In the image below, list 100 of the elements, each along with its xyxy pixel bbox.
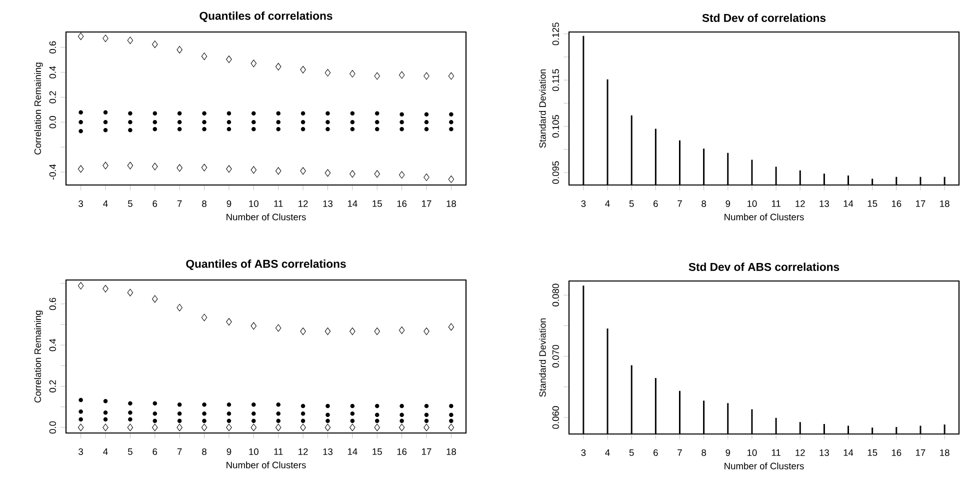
y-tick-label: 0.125 xyxy=(552,22,559,46)
point xyxy=(252,111,256,116)
x-tick-label: 17 xyxy=(422,200,432,207)
point xyxy=(326,412,330,418)
point xyxy=(350,170,356,178)
y-tick-label: 0.6 xyxy=(49,41,56,54)
point xyxy=(226,412,232,416)
chart-title: Quantiles of ABS correlations xyxy=(186,260,346,270)
point xyxy=(177,111,182,116)
x-tick-label: 11 xyxy=(772,449,780,456)
point xyxy=(374,170,380,178)
point xyxy=(152,295,158,303)
point xyxy=(398,326,405,334)
y-tick-label: 0.080 xyxy=(552,284,559,306)
point xyxy=(424,127,429,132)
x-tick-label: 15 xyxy=(868,449,878,456)
point xyxy=(448,176,454,183)
point xyxy=(276,402,280,407)
point xyxy=(252,402,256,407)
point xyxy=(275,167,282,175)
point xyxy=(78,128,83,134)
point xyxy=(324,424,331,432)
point xyxy=(202,120,206,124)
x-tick-label: 7 xyxy=(678,449,682,456)
x-tick-label: 6 xyxy=(654,200,658,207)
chart-title: Std Dev of correlations xyxy=(702,14,826,22)
point xyxy=(103,417,108,422)
point xyxy=(78,32,84,40)
x-axis-title: Number of Clusters xyxy=(226,461,306,468)
point xyxy=(78,110,83,115)
point xyxy=(350,412,355,416)
point xyxy=(252,412,256,416)
x-tick-label: 12 xyxy=(298,448,308,455)
x-axis-title: Number of Clusters xyxy=(226,213,306,220)
point xyxy=(78,417,83,422)
point xyxy=(449,404,454,408)
y-tick-label: 0.095 xyxy=(552,161,559,184)
x-tick-label: 10 xyxy=(747,200,757,207)
point xyxy=(400,412,404,418)
x-tick-label: 17 xyxy=(422,448,432,455)
point xyxy=(400,120,404,124)
point xyxy=(202,111,206,116)
point xyxy=(350,70,356,78)
point xyxy=(78,120,83,124)
x-tick-label: 4 xyxy=(605,449,610,456)
point xyxy=(374,412,380,418)
x-tick-label: 14 xyxy=(348,448,358,455)
x-tick-label: 8 xyxy=(702,449,706,456)
point xyxy=(201,164,208,172)
x-tick-label: 3 xyxy=(78,200,83,207)
x-tick-label: 3 xyxy=(581,449,586,456)
x-tick-label: 11 xyxy=(274,448,283,455)
x-tick-label: 11 xyxy=(772,200,780,207)
point xyxy=(103,128,108,132)
x-tick-label: 13 xyxy=(323,448,332,455)
point xyxy=(177,412,182,416)
point xyxy=(350,328,356,336)
point xyxy=(201,424,208,432)
point xyxy=(252,127,256,132)
point xyxy=(350,424,356,432)
point xyxy=(250,322,257,330)
point xyxy=(226,418,232,423)
point xyxy=(300,404,306,408)
point xyxy=(424,418,429,423)
x-tick-label: 12 xyxy=(298,200,308,207)
point xyxy=(326,120,330,124)
point xyxy=(177,120,182,124)
point xyxy=(398,71,405,79)
point xyxy=(448,424,454,432)
y-axis-title: Correlation Remaining xyxy=(34,310,43,402)
y-axis-title: Standard Deviation xyxy=(539,69,546,148)
point xyxy=(275,324,282,332)
x-tick-label: 13 xyxy=(323,200,332,207)
point xyxy=(103,110,108,115)
point xyxy=(326,418,330,423)
point xyxy=(202,412,206,416)
point xyxy=(201,314,208,322)
point xyxy=(226,127,232,132)
point xyxy=(276,418,280,423)
chart-title: Quantiles of correlations xyxy=(200,12,332,22)
point xyxy=(127,288,134,296)
y-tick-label: 0.4 xyxy=(49,66,56,78)
point xyxy=(350,418,355,423)
point xyxy=(202,402,206,407)
y-tick-label: 0.2 xyxy=(49,91,56,104)
point xyxy=(449,418,454,423)
point xyxy=(350,111,355,116)
point xyxy=(374,424,380,432)
x-tick-label: 8 xyxy=(702,200,706,207)
point xyxy=(226,56,232,64)
point xyxy=(374,72,380,80)
point xyxy=(275,62,282,70)
point xyxy=(449,127,454,132)
x-tick-label: 7 xyxy=(177,200,182,207)
point xyxy=(226,120,232,124)
point xyxy=(128,128,132,132)
point xyxy=(176,424,182,432)
y-tick-label: 0.0 xyxy=(49,116,56,128)
x-tick-label: 10 xyxy=(249,448,258,455)
x-tick-label: 9 xyxy=(226,448,232,455)
